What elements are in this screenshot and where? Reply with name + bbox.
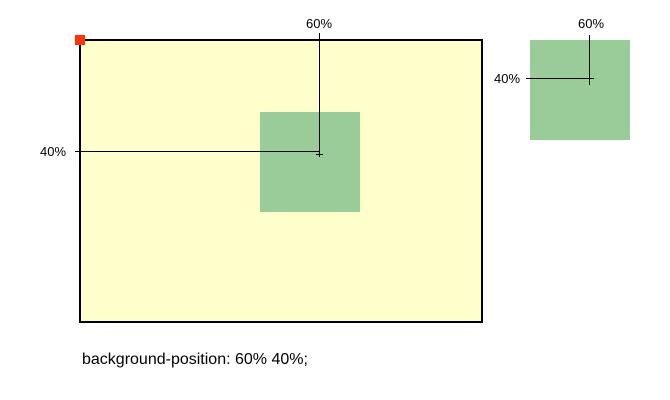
- anchor-tick: [316, 154, 323, 155]
- reference-vertical-line: [589, 35, 590, 85]
- reference-horizontal-line: [526, 78, 594, 79]
- x-percent-label-reference: 60%: [578, 16, 605, 31]
- reference-background-image: [530, 40, 630, 140]
- positioned-background-image: [260, 112, 360, 212]
- y-percent-label-reference: 40%: [494, 71, 521, 86]
- y-percent-label-main: 40%: [40, 144, 67, 159]
- x-guide-line-vertical: [319, 33, 320, 157]
- origin-marker: [75, 35, 85, 45]
- x-percent-label-main: 60%: [306, 16, 333, 31]
- caption-css-code: background-position: 60% 40%;: [82, 351, 308, 368]
- y-guide-line-horizontal: [75, 151, 320, 152]
